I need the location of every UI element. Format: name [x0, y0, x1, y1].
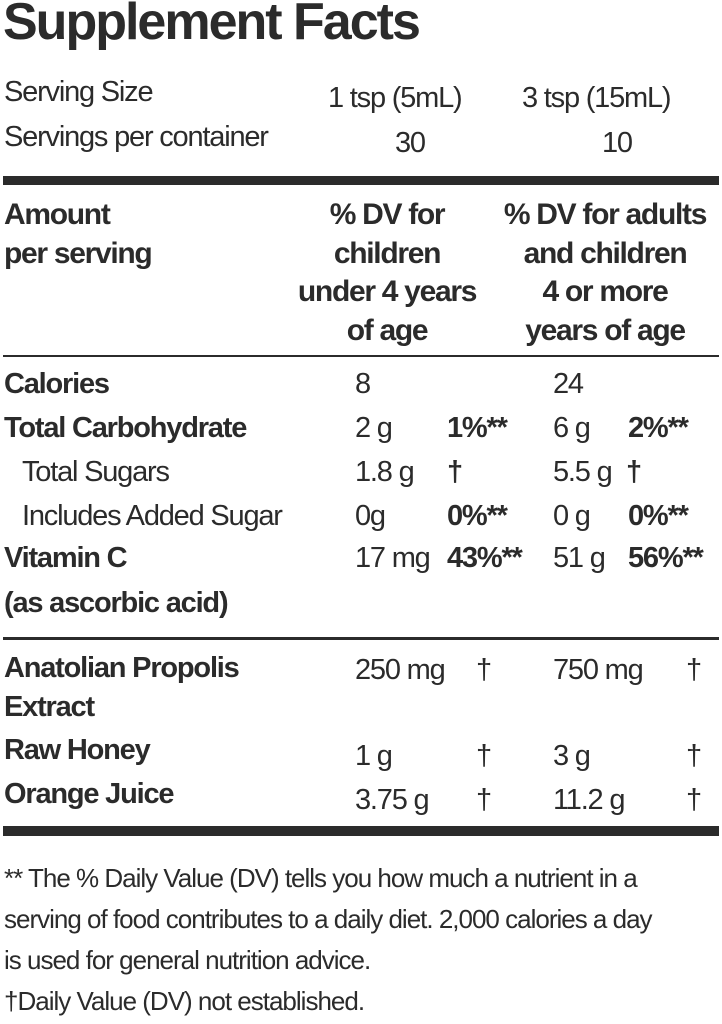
nutrient-dv-col1: †	[447, 456, 463, 488]
page-title: Supplement Facts	[3, 0, 421, 51]
nutrient-dv-col1: 43%**	[447, 542, 523, 574]
ingredient-dv-col1: †	[476, 740, 492, 772]
serving-size-col1: 1 tsp (5mL)	[328, 82, 463, 114]
nutrient-dv-col2: 0%**	[628, 500, 689, 532]
serving-size-col2: 3 tsp (15mL)	[522, 82, 672, 114]
nutrient-amount-col2: 5.5 g	[553, 456, 613, 488]
ingredient-amount-col1: 3.75 g	[355, 784, 430, 816]
footnote: is used for general nutrition advice.	[4, 945, 371, 975]
ingredient-amount-col1: 250 mg	[355, 654, 446, 686]
medium-divider	[3, 637, 719, 640]
nutrient-label: Total Carbohydrate	[4, 412, 247, 444]
ingredient-dv-col2: †	[686, 654, 702, 686]
footnote: serving of food contributes to a daily d…	[4, 904, 653, 934]
nutrient-dv-col2: 2%**	[628, 412, 689, 444]
servings-per-container-col2: 10	[602, 127, 633, 159]
ingredient-amount-col1: 1 g	[355, 740, 393, 772]
nutrient-amount-col2: 6 g	[553, 412, 591, 444]
ingredient-amount-col2: 3 g	[553, 740, 591, 772]
nutrient-amount-col2: 51 g	[553, 542, 606, 574]
ingredient-amount-col2: 750 mg	[553, 654, 644, 686]
col2-header: % DV for adults and children 4 or more y…	[490, 196, 720, 350]
col1-header-line: of age	[346, 313, 429, 347]
nutrient-amount-col1: 1.8 g	[355, 456, 415, 488]
thin-divider	[3, 355, 719, 357]
nutrient-sublabel: (as ascorbic acid)	[4, 587, 229, 619]
col2-header-line: and children	[523, 236, 688, 270]
servings-per-container-col1: 30	[395, 127, 426, 159]
nutrient-amount-col1: 0g	[355, 500, 386, 532]
col1-header-line: children	[333, 236, 442, 270]
nutrient-amount-col2: 24	[553, 368, 584, 400]
ingredient-dv-col2: †	[686, 784, 702, 816]
nutrient-dv-col1: 1%**	[447, 412, 508, 444]
serving-size-label: Serving Size	[4, 76, 154, 108]
col2-header-line: 4 or more	[542, 275, 668, 308]
amount-header: Amount per serving	[4, 196, 153, 273]
nutrient-amount-col1: 8	[355, 368, 371, 400]
ingredient-dv-col2: †	[686, 740, 702, 772]
nutrient-dv-col2: †	[626, 456, 642, 488]
ingredient-label: Orange Juice	[4, 778, 175, 810]
ingredient-label: Anatolian Propolis	[4, 652, 240, 684]
nutrient-amount-col1: 2 g	[355, 412, 393, 444]
nutrient-label: Calories	[4, 368, 110, 400]
nutrient-dv-col2: 56%**	[628, 542, 704, 574]
col2-header-line: years of age	[525, 313, 686, 347]
col1-header-line: under 4 years	[297, 275, 478, 308]
servings-per-container-label: Servings per container	[4, 121, 269, 153]
nutrient-label: Total Sugars	[22, 456, 170, 488]
amount-header-line: per serving	[4, 236, 153, 270]
col1-header: % DV for children under 4 years of age	[280, 196, 494, 350]
footnote: ** The % Daily Value (DV) tells you how …	[4, 863, 638, 893]
thick-divider	[3, 826, 719, 836]
nutrient-amount-col1: 17 mg	[355, 542, 431, 574]
footnote: †Daily Value (DV) not established.	[4, 986, 365, 1016]
col2-header-line: % DV for adults	[503, 198, 708, 231]
ingredient-sublabel: Extract	[4, 691, 95, 723]
thick-divider	[3, 176, 719, 185]
nutrient-amount-col2: 0 g	[553, 500, 591, 532]
nutrient-label: Includes Added Sugar	[22, 500, 283, 532]
nutrient-label: Vitamin C	[4, 542, 128, 574]
ingredient-dv-col1: †	[476, 654, 492, 686]
ingredient-amount-col2: 11.2 g	[553, 784, 625, 816]
col1-header-line: % DV for	[329, 198, 446, 231]
ingredient-label: Raw Honey	[4, 734, 151, 766]
amount-header-line: Amount	[4, 198, 111, 231]
ingredient-dv-col1: †	[476, 784, 492, 816]
nutrient-dv-col1: 0%**	[447, 500, 508, 532]
